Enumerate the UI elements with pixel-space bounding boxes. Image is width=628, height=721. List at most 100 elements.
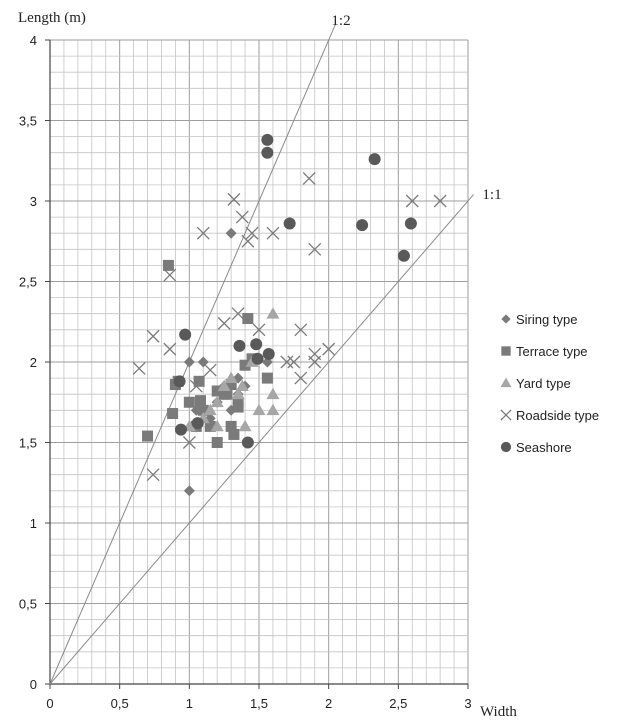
point-roadside-type [294,323,308,337]
point-roadside-type [146,329,160,343]
point-seashore [397,249,410,262]
y-tick-label: 4 [30,33,37,48]
point-seashore [251,352,264,365]
point-yard-type [266,403,280,416]
legend-marker-yard-type [500,377,512,388]
legend-label-siring-type: Siring type [516,312,577,327]
point-terrace-type [162,259,174,271]
point-seashore [250,338,263,351]
point-terrace-type [242,313,254,325]
point-roadside-type [245,226,259,240]
point-yard-type [266,307,280,319]
point-roadside-type [235,210,249,224]
point-roadside-type [217,316,231,330]
point-yard-type [235,379,249,392]
point-yard-type [231,387,245,400]
point-roadside-type [231,307,245,321]
point-terrace-type [194,395,206,407]
reference-line-labels: 1:2 1:1 [331,13,501,203]
point-terrace-type [193,375,205,387]
reference-lines [49,23,474,685]
point-roadside-type [163,268,177,282]
y-tick-label: 2 [30,355,37,370]
legend-marker-roadside-type [500,409,512,421]
point-roadside-type [308,347,322,361]
x-tick-label: 0 [46,696,53,711]
y-tick-label: 1 [30,516,37,531]
x-tick-label: 1,5 [250,696,268,711]
point-seashore [261,133,274,146]
point-terrace-type [232,401,244,413]
point-terrace-type [142,430,154,442]
point-terrace-type [197,404,209,416]
legend-marker-seashore [500,441,512,453]
legend-label-roadside-type: Roadside type [516,408,599,423]
point-terrace-type [183,396,195,408]
point-seashore [233,339,246,352]
legend-label-terrace-type: Terrace type [516,344,588,359]
point-roadside-type [196,226,210,240]
point-yard-type [224,371,238,383]
point-terrace-type [167,408,179,420]
point-yard-type [238,419,252,432]
point-roadside-type [189,379,203,393]
reference-line-1 [49,23,337,685]
point-seashore [356,219,369,232]
legend-marker-siring-type [501,314,511,324]
point-roadside-type [146,468,160,482]
y-tick-label: 3 [30,194,37,209]
y-tick-label: 0 [30,677,37,692]
point-seashore [191,417,204,430]
y-tick-label: 2,5 [19,275,37,290]
point-roadside-type [294,371,308,385]
legend-label-seashore: Seashore [516,440,572,455]
x-tick-label: 3 [464,696,471,711]
point-terrace-type [225,420,237,432]
point-siring-type [197,356,209,368]
point-terrace-type [225,379,237,391]
point-seashore [173,375,186,388]
point-roadside-type [203,363,217,377]
point-roadside-type [252,323,266,337]
x-tick-label: 1 [186,696,193,711]
y-tick-label: 1,5 [19,436,37,451]
x-tick-label: 2 [325,696,332,711]
point-roadside-type [308,242,322,256]
point-roadside-type [132,361,146,375]
point-terrace-type [239,359,251,371]
point-siring-type [183,356,195,368]
point-seashore [241,436,254,449]
legend-marker-terrace-type [501,346,511,356]
point-roadside-type [227,192,241,206]
point-seashore [262,347,275,360]
point-terrace-type [211,437,223,448]
x-axis-title: Width [480,704,517,720]
point-roadside-type [405,194,419,208]
legend: Siring type Terrace type Yard type Roadside… [500,312,599,455]
point-roadside-type [302,172,316,185]
reference-line-2 [49,194,474,685]
point-seashore [283,217,296,230]
grid [49,39,469,685]
point-yard-type [210,419,224,432]
point-siring-type [183,485,195,497]
point-roadside-type [287,355,301,369]
point-siring-type [225,227,237,239]
legend-label-yard-type: Yard type [516,376,571,391]
point-terrace-type [204,420,216,432]
y-tick-label: 3,5 [19,114,37,129]
point-roadside-type [280,355,294,369]
point-terrace-type [211,385,223,397]
point-yard-type [217,379,231,392]
axes [45,39,469,689]
point-terrace-type [221,388,233,400]
point-yard-type [210,395,224,408]
ref-label-1-2: 1:2 [331,13,350,29]
x-tick-label: 2,5 [389,696,407,711]
point-seashore [261,146,274,159]
point-roadside-type [182,436,196,449]
y-axis-title: Length (m) [18,10,86,26]
point-seashore [368,153,381,166]
point-roadside-type [433,194,447,208]
